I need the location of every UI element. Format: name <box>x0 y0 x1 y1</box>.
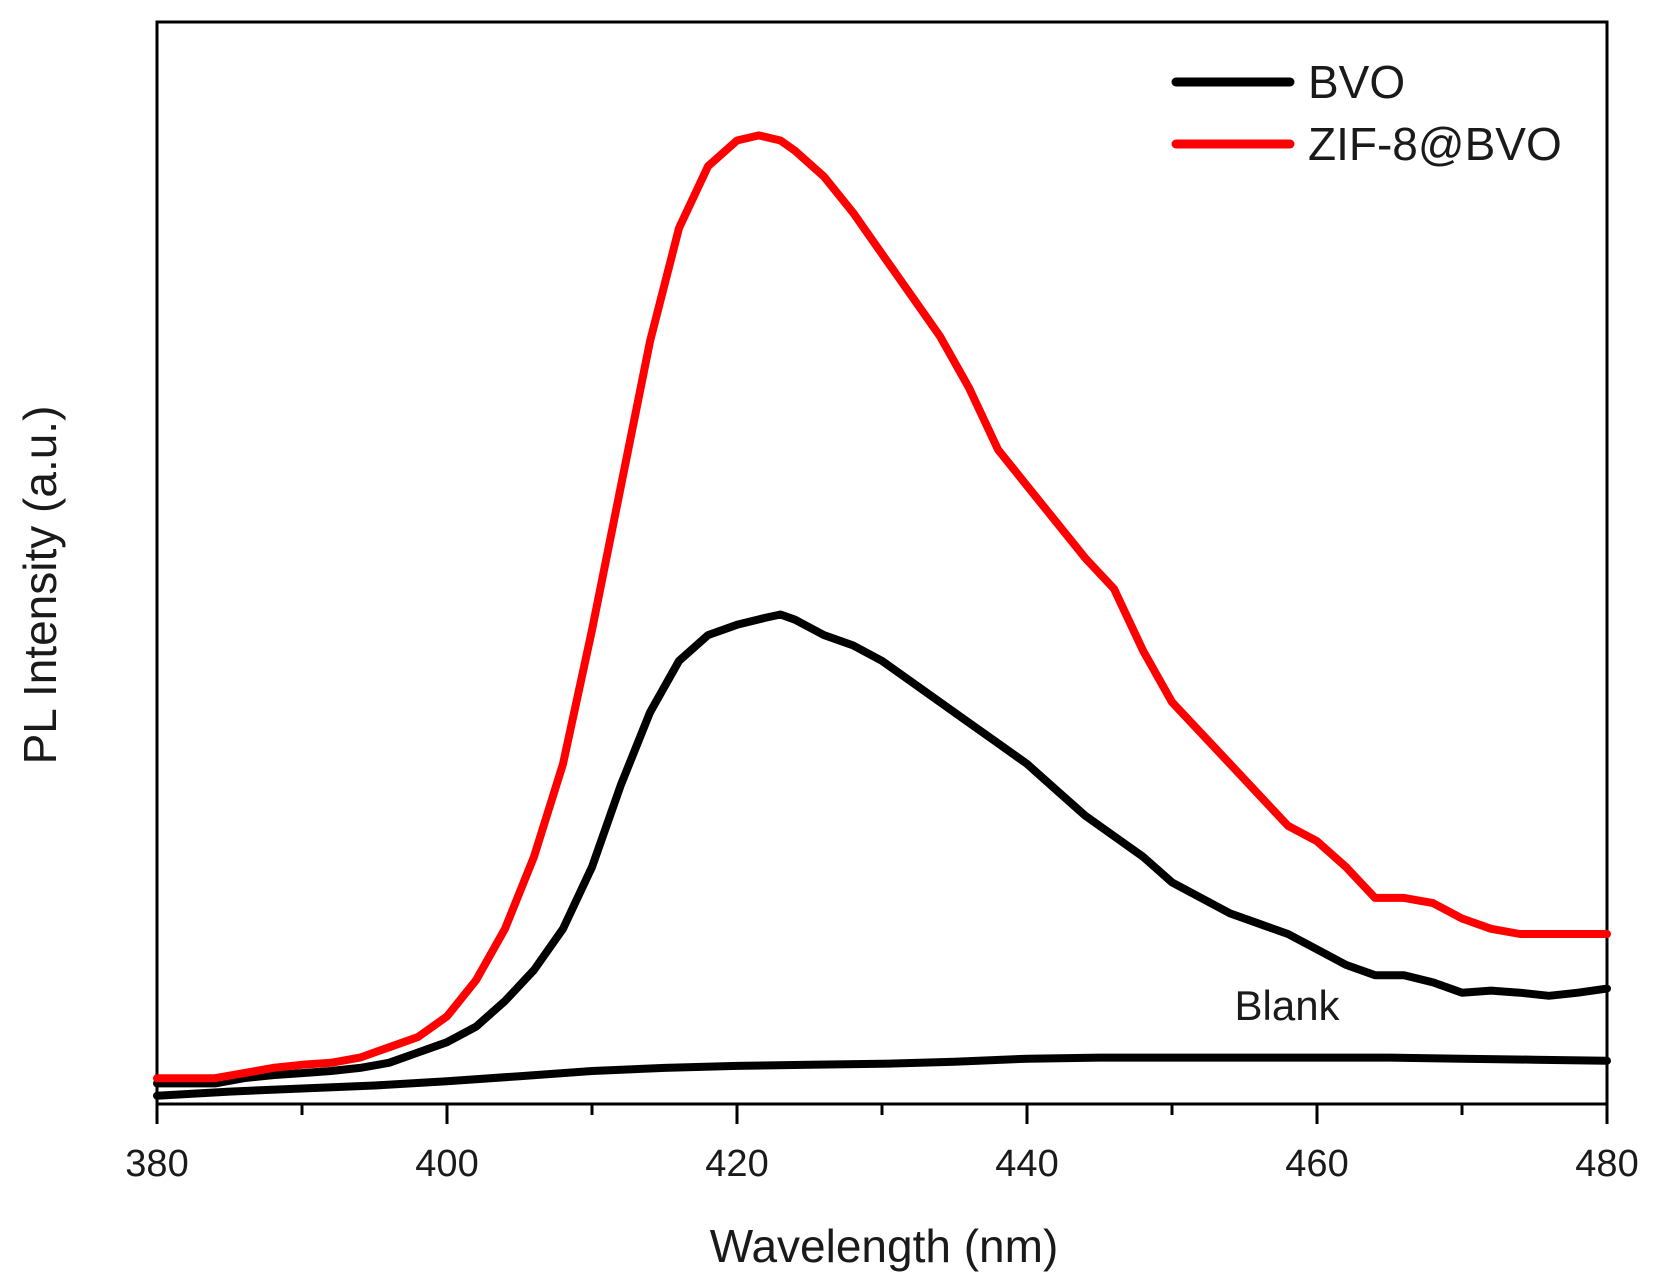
series-line-zif-8-bvo <box>153 131 1611 1083</box>
x-axis-title: Wavelength (nm) <box>710 1220 1059 1272</box>
series-layer <box>153 131 1611 1100</box>
series-line-blank <box>153 1053 1611 1100</box>
legend-label-bvo: BVO <box>1308 56 1405 108</box>
x-tick-label: 480 <box>1575 1143 1638 1185</box>
series-line-bvo <box>153 610 1611 1088</box>
x-tick-label: 400 <box>415 1143 478 1185</box>
legend: BVO ZIF-8@BVO <box>1171 56 1562 170</box>
x-axis-ticks: 380 400 420 440 460 480 <box>125 1104 1639 1185</box>
legend-label-zif-8-bvo: ZIF-8@BVO <box>1308 118 1562 170</box>
x-tick-label: 460 <box>1285 1143 1348 1185</box>
y-axis-title: PL Intensity (a.u.) <box>14 406 66 765</box>
x-tick-label: 440 <box>995 1143 1058 1185</box>
plot-area-border <box>155 20 1609 1106</box>
blank-annotation: Blank <box>1235 982 1341 1029</box>
plot-frame <box>155 20 1609 1106</box>
x-tick-label: 420 <box>705 1143 768 1185</box>
x-tick-label: 380 <box>125 1143 188 1185</box>
